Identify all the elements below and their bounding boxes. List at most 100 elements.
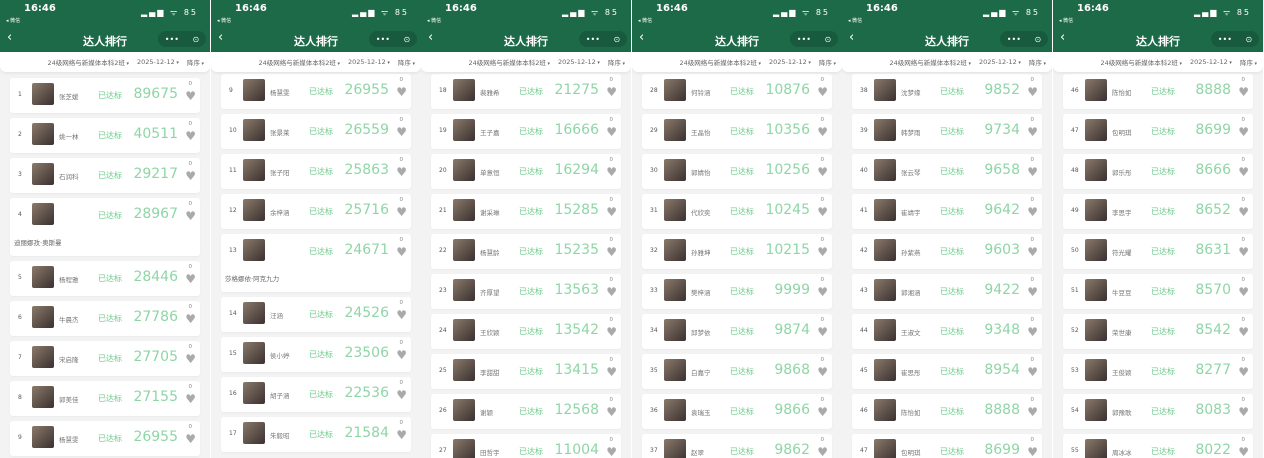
- heart-icon[interactable]: ♥: [396, 348, 407, 362]
- ranking-row[interactable]: 47 包明琪 已达标 8699 0 ♥: [852, 434, 1042, 458]
- heart-icon[interactable]: ♥: [606, 85, 617, 99]
- heart-icon[interactable]: ♥: [396, 428, 407, 442]
- ranking-row[interactable]: 30 郭婧怡 已达标 10256 0 ♥: [642, 154, 832, 189]
- class-select[interactable]: 24级网络与新媒体本科2班: [258, 57, 340, 67]
- ranking-row[interactable]: 34 邱梦依 已达标 9874 0 ♥: [642, 314, 832, 349]
- heart-icon[interactable]: ♥: [185, 272, 196, 286]
- ranking-row[interactable]: 10 张景莱 已达标 26559 0 ♥: [221, 114, 411, 149]
- heart-icon[interactable]: ♥: [1027, 125, 1038, 139]
- heart-icon[interactable]: ♥: [185, 209, 196, 223]
- more-icon[interactable]: •••: [585, 34, 600, 44]
- back-to-wechat[interactable]: ◂ 微信: [638, 18, 653, 24]
- heart-icon[interactable]: ♥: [817, 365, 828, 379]
- ranking-row[interactable]: 1 张芝媛 已达标 89675 0 ♥: [10, 78, 200, 113]
- heart-icon[interactable]: ♥: [1027, 205, 1038, 219]
- heart-icon[interactable]: ♥: [1238, 245, 1249, 259]
- heart-icon[interactable]: ♥: [185, 312, 196, 326]
- heart-icon[interactable]: ♥: [1027, 245, 1038, 259]
- ranking-row[interactable]: 51 牛豆豆 已达标 8570 0 ♥: [1063, 274, 1253, 309]
- heart-icon[interactable]: ♥: [1238, 365, 1249, 379]
- ranking-row[interactable]: 20 单意恒 已达标 16294 0 ♥: [431, 154, 621, 189]
- ranking-row[interactable]: 28 何铃涵 已达标 10876 0 ♥: [642, 74, 832, 109]
- ranking-row[interactable]: 46 陈怡如 已达标 8888 0 ♥: [1063, 74, 1253, 109]
- ranking-row[interactable]: 54 郭豫歌 已达标 8083 0 ♥: [1063, 394, 1253, 429]
- order-select[interactable]: 降序: [1029, 57, 1046, 67]
- heart-icon[interactable]: ♥: [1238, 325, 1249, 339]
- heart-icon[interactable]: ♥: [1027, 85, 1038, 99]
- date-select[interactable]: 2025-12-12: [348, 58, 390, 66]
- heart-icon[interactable]: ♥: [1238, 205, 1249, 219]
- ranking-row[interactable]: 9 杨慧雯 已达标 26955 0 ♥: [221, 74, 411, 109]
- back-to-wechat[interactable]: ◂ 微信: [6, 18, 21, 24]
- heart-icon[interactable]: ♥: [396, 85, 407, 99]
- heart-icon[interactable]: ♥: [606, 125, 617, 139]
- ranking-row[interactable]: 40 张云琴 已达标 9658 0 ♥: [852, 154, 1042, 189]
- ranking-row[interactable]: 29 王晶怡 已达标 10356 0 ♥: [642, 114, 832, 149]
- heart-icon[interactable]: ♥: [817, 405, 828, 419]
- close-icon[interactable]: ⊙: [192, 34, 200, 44]
- ranking-row[interactable]: 38 沈梦缘 已达标 9852 0 ♥: [852, 74, 1042, 109]
- ranking-row[interactable]: 4 已达标 28967 0 ♥ 迪丽娜孜·奥斯曼: [10, 198, 200, 256]
- date-select[interactable]: 2025-12-12: [558, 58, 600, 66]
- heart-icon[interactable]: ♥: [817, 165, 828, 179]
- heart-icon[interactable]: ♥: [1238, 285, 1249, 299]
- heart-icon[interactable]: ♥: [1238, 125, 1249, 139]
- more-icon[interactable]: •••: [375, 34, 390, 44]
- back-icon[interactable]: ‹: [849, 30, 855, 45]
- heart-icon[interactable]: ♥: [606, 325, 617, 339]
- ranking-row[interactable]: 37 赵翠 已达标 9862 0 ♥: [642, 434, 832, 458]
- heart-icon[interactable]: ♥: [817, 85, 828, 99]
- heart-icon[interactable]: ♥: [396, 165, 407, 179]
- order-select[interactable]: 降序: [187, 57, 204, 67]
- order-select[interactable]: 降序: [819, 57, 836, 67]
- ranking-row[interactable]: 11 张子阳 已达标 25863 0 ♥: [221, 154, 411, 189]
- ranking-row[interactable]: 9 杨慧雯 已达标 26955 0 ♥: [10, 421, 200, 456]
- ranking-row[interactable]: 15 侯小婷 已达标 23506 0 ♥: [221, 337, 411, 372]
- order-select[interactable]: 降序: [608, 57, 625, 67]
- heart-icon[interactable]: ♥: [817, 125, 828, 139]
- ranking-row[interactable]: 7 宋启隆 已达标 27705 0 ♥: [10, 341, 200, 376]
- close-icon[interactable]: ⊙: [403, 34, 411, 44]
- ranking-row[interactable]: 44 王淑文 已达标 9348 0 ♥: [852, 314, 1042, 349]
- ranking-row[interactable]: 45 崔思彤 已达标 8954 0 ♥: [852, 354, 1042, 389]
- heart-icon[interactable]: ♥: [606, 245, 617, 259]
- more-icon[interactable]: •••: [1006, 34, 1021, 44]
- heart-icon[interactable]: ♥: [185, 169, 196, 183]
- date-select[interactable]: 2025-12-12: [769, 58, 811, 66]
- heart-icon[interactable]: ♥: [606, 365, 617, 379]
- heart-icon[interactable]: ♥: [1027, 325, 1038, 339]
- heart-icon[interactable]: ♥: [396, 308, 407, 322]
- heart-icon[interactable]: ♥: [1027, 405, 1038, 419]
- heart-icon[interactable]: ♥: [606, 285, 617, 299]
- ranking-row[interactable]: 36 袁瑞玉 已达标 9866 0 ♥: [642, 394, 832, 429]
- more-icon[interactable]: •••: [796, 34, 811, 44]
- heart-icon[interactable]: ♥: [1027, 165, 1038, 179]
- back-to-wechat[interactable]: ◂ 微信: [427, 18, 442, 24]
- ranking-row[interactable]: 8 郭美佳 已达标 27155 0 ♥: [10, 381, 200, 416]
- ranking-row[interactable]: 26 谢颖 已达标 12568 0 ♥: [431, 394, 621, 429]
- ranking-row[interactable]: 12 余梓涵 已达标 25716 0 ♥: [221, 194, 411, 229]
- ranking-row[interactable]: 55 周冰冰 已达标 8022 0 ♥: [1063, 434, 1253, 458]
- back-to-wechat[interactable]: ◂ 微信: [848, 18, 863, 24]
- close-icon[interactable]: ⊙: [824, 34, 832, 44]
- close-icon[interactable]: ⊙: [1034, 34, 1042, 44]
- class-select[interactable]: 24级网络与新媒体本科2班: [1100, 57, 1182, 67]
- ranking-row[interactable]: 31 代欣奕 已达标 10245 0 ♥: [642, 194, 832, 229]
- heart-icon[interactable]: ♥: [817, 325, 828, 339]
- ranking-row[interactable]: 5 杨程雅 已达标 28446 0 ♥: [10, 261, 200, 296]
- back-to-wechat[interactable]: ◂ 微信: [217, 18, 232, 24]
- ranking-row[interactable]: 41 崔靖宇 已达标 9642 0 ♥: [852, 194, 1042, 229]
- class-select[interactable]: 24级网络与新媒体本科2班: [889, 57, 971, 67]
- ranking-row[interactable]: 49 李思宇 已达标 8652 0 ♥: [1063, 194, 1253, 229]
- order-select[interactable]: 降序: [398, 57, 415, 67]
- ranking-row[interactable]: 42 孙紫燕 已达标 9603 0 ♥: [852, 234, 1042, 269]
- class-select[interactable]: 24级网络与新媒体本科2班: [679, 57, 761, 67]
- ranking-row[interactable]: 35 白嘉宁 已达标 9868 0 ♥: [642, 354, 832, 389]
- ranking-row[interactable]: 48 郭乐彤 已达标 8666 0 ♥: [1063, 154, 1253, 189]
- more-icon[interactable]: •••: [1217, 34, 1232, 44]
- back-icon[interactable]: ‹: [639, 30, 645, 45]
- close-icon[interactable]: ⊙: [1245, 34, 1253, 44]
- ranking-row[interactable]: 47 包明琪 已达标 8699 0 ♥: [1063, 114, 1253, 149]
- ranking-row[interactable]: 52 荣世康 已达标 8542 0 ♥: [1063, 314, 1253, 349]
- heart-icon[interactable]: ♥: [185, 89, 196, 103]
